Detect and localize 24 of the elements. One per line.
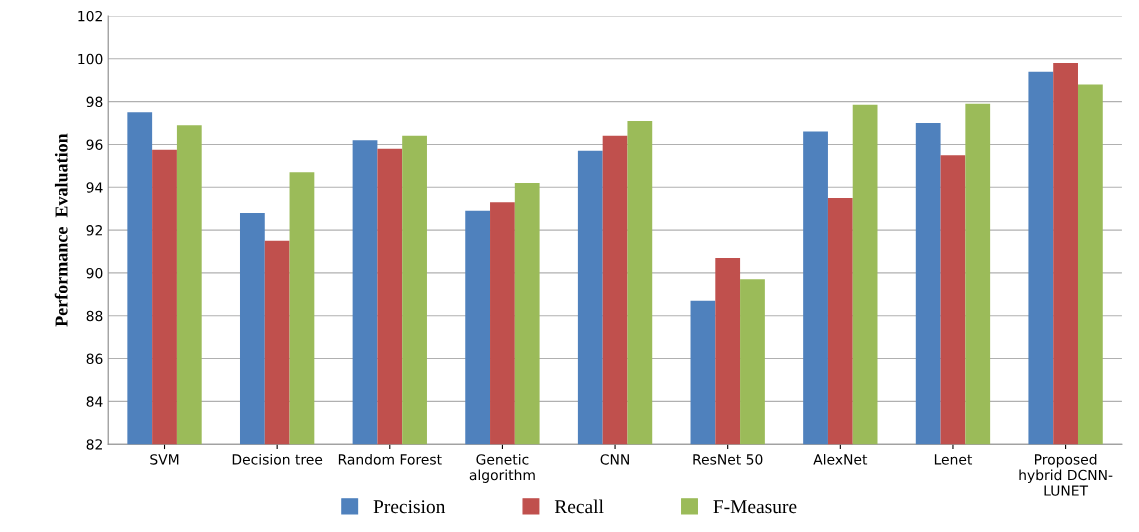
x-tick-label: AlexNet bbox=[813, 453, 868, 465]
y-tick-label: 94 bbox=[86, 182, 103, 193]
y-tick-label: 98 bbox=[86, 96, 103, 108]
x-tick-label: Lenet bbox=[934, 454, 973, 465]
y-tick-label: 84 bbox=[86, 396, 103, 407]
x-tick-label: Genetic algorithm bbox=[469, 453, 535, 483]
y-tick-label: 102 bbox=[78, 10, 102, 22]
x-tick-label: CNN bbox=[600, 454, 629, 465]
legend-label: F-Measure bbox=[713, 500, 797, 514]
y-tick-label: 86 bbox=[86, 353, 103, 365]
y-axis-title: Performance Evaluation bbox=[54, 133, 68, 327]
y-tick-label: 90 bbox=[86, 267, 103, 279]
x-tick-label: Random Forest bbox=[338, 453, 442, 465]
y-tick-label: 96 bbox=[86, 139, 103, 150]
y-tick-label: 82 bbox=[86, 439, 102, 450]
x-tick-label: Decision tree bbox=[232, 453, 323, 465]
x-tick-label: ResNet 50 bbox=[693, 454, 763, 465]
y-tick-label: 92 bbox=[86, 225, 102, 236]
legend-label: Recall bbox=[554, 499, 604, 514]
y-tick-label: 88 bbox=[86, 310, 103, 322]
y-tick-label: 100 bbox=[78, 53, 103, 65]
legend-label: Precision bbox=[373, 500, 446, 514]
x-tick-label: Proposed hybrid DCNN- LUNET bbox=[1019, 453, 1113, 496]
x-tick-label: SVM bbox=[150, 454, 179, 465]
